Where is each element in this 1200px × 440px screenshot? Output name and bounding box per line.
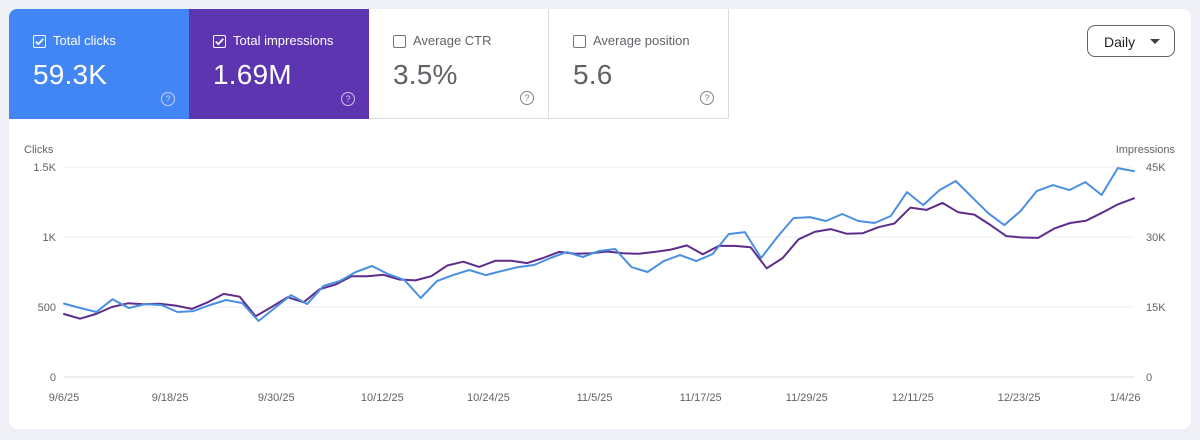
metric-value: 5.6 — [573, 59, 613, 90]
x-tick-label: 10/12/25 — [361, 392, 404, 404]
y-tick-label: 1K — [43, 232, 57, 244]
metric-value: 3.5% — [393, 59, 458, 90]
help-icon[interactable]: ? — [161, 92, 175, 106]
y-tick-label: 1.5K — [33, 162, 56, 174]
y-axis-title: Clicks — [24, 144, 54, 156]
x-tick-label: 9/6/25 — [49, 392, 80, 404]
y2-axis-title: Impressions — [1116, 144, 1176, 156]
metric-card-average-ctr[interactable]: Average CTR 3.5% ? — [369, 9, 549, 119]
x-tick-label: 9/18/25 — [152, 392, 189, 404]
metric-label: Average position — [593, 33, 690, 48]
x-tick-label: 12/11/25 — [892, 392, 934, 404]
checkbox-checked-icon[interactable] — [213, 35, 226, 48]
x-tick-label: 1/4/26 — [1110, 392, 1141, 404]
x-tick-label: 11/5/25 — [577, 392, 613, 404]
y-axis-ticks: 0 500 1K 1.5K — [33, 162, 56, 384]
y2-tick-label: 0 — [1146, 372, 1152, 384]
x-tick-label: 9/30/25 — [258, 392, 295, 404]
performance-chart: Clicks Impressions 0 500 1K 1.5K 0 15K 30K 45K… — [24, 144, 1176, 404]
metric-value: 59.3K — [33, 59, 108, 90]
clicks-series-line — [63, 167, 1135, 322]
y2-axis-ticks: 0 15K 30K 45K — [1146, 162, 1166, 384]
metric-value: 1.69M — [213, 59, 292, 90]
checkbox-unchecked-icon[interactable] — [393, 35, 406, 48]
caret-down-icon — [1150, 39, 1160, 44]
checkbox-unchecked-icon[interactable] — [573, 35, 586, 48]
x-tick-label: 12/23/25 — [998, 392, 1041, 404]
performance-panel: Clicks Impressions 0 500 1K 1.5K 0 15K 30K 45K… — [9, 9, 1191, 429]
metric-card-total-clicks[interactable]: Total clicks 59.3K ? — [9, 9, 189, 119]
help-icon[interactable]: ? — [341, 92, 355, 106]
x-tick-label: 10/24/25 — [467, 392, 510, 404]
metric-label: Total impressions — [233, 33, 334, 48]
metric-card-average-position[interactable]: Average position 5.6 ? — [549, 9, 729, 119]
x-axis-ticks: 9/6/25 9/18/25 9/30/25 10/12/25 10/24/25 11/5… — [49, 392, 1141, 404]
checkbox-checked-icon[interactable] — [33, 35, 46, 48]
series-lines — [63, 167, 1135, 322]
help-icon[interactable]: ? — [520, 91, 534, 105]
x-tick-label: 11/17/25 — [680, 392, 722, 404]
metric-label: Average CTR — [413, 33, 492, 48]
impressions-series-line — [63, 197, 1135, 320]
help-icon[interactable]: ? — [700, 91, 714, 105]
y-tick-label: 0 — [50, 372, 56, 384]
period-select-value: Daily — [1104, 34, 1136, 50]
x-tick-label: 11/29/25 — [786, 392, 828, 404]
period-select[interactable]: Daily — [1087, 25, 1175, 57]
y2-tick-label: 15K — [1146, 302, 1166, 314]
y2-tick-label: 30K — [1146, 232, 1166, 244]
y2-tick-label: 45K — [1146, 162, 1166, 174]
metric-card-total-impressions[interactable]: Total impressions 1.69M ? — [189, 9, 369, 119]
metric-label: Total clicks — [53, 33, 116, 48]
y-tick-label: 500 — [38, 302, 56, 314]
grid-lines — [64, 166, 1134, 378]
